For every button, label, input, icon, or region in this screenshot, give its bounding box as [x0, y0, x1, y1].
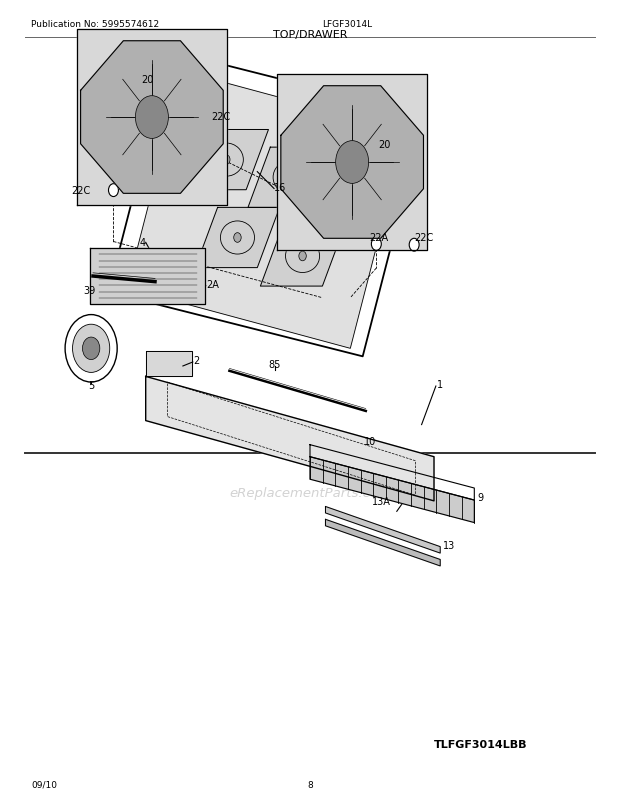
Text: 9: 9 [477, 492, 484, 502]
Text: 20: 20 [141, 75, 154, 85]
Text: 10: 10 [364, 437, 376, 447]
Text: 2: 2 [193, 356, 200, 366]
Polygon shape [277, 75, 427, 250]
Text: eReplacementParts.com: eReplacementParts.com [229, 487, 391, 500]
Circle shape [371, 238, 381, 251]
Circle shape [299, 252, 306, 261]
Polygon shape [146, 351, 192, 377]
Text: 13: 13 [443, 541, 456, 550]
Polygon shape [195, 209, 280, 268]
Text: Publication No: 5995574612: Publication No: 5995574612 [31, 20, 159, 29]
Polygon shape [90, 249, 205, 305]
Text: TOP/DRAWER: TOP/DRAWER [273, 30, 347, 39]
Circle shape [65, 315, 117, 383]
Circle shape [286, 173, 294, 183]
Text: 09/10: 09/10 [31, 780, 57, 789]
Text: 20: 20 [378, 140, 391, 149]
Polygon shape [260, 226, 345, 286]
Text: 1: 1 [437, 380, 443, 390]
Text: 16: 16 [274, 183, 286, 192]
Polygon shape [146, 377, 434, 501]
Text: 13A: 13A [372, 496, 391, 506]
Circle shape [135, 96, 169, 140]
Text: 5: 5 [88, 381, 94, 391]
Circle shape [73, 325, 110, 373]
Text: 22C: 22C [71, 186, 91, 196]
Circle shape [234, 233, 241, 243]
Text: 39: 39 [84, 286, 96, 295]
Text: 85: 85 [268, 360, 281, 370]
Polygon shape [248, 148, 332, 208]
Circle shape [335, 141, 369, 184]
Circle shape [223, 156, 230, 165]
Text: TLFGF3014LBB: TLFGF3014LBB [434, 739, 528, 749]
Polygon shape [281, 87, 423, 239]
Text: 22C: 22C [414, 233, 433, 243]
Text: LFGF3014L: LFGF3014L [322, 20, 373, 29]
Polygon shape [81, 42, 223, 194]
Text: 2A: 2A [206, 280, 219, 290]
Text: 22A: 22A [369, 233, 388, 243]
Circle shape [82, 338, 100, 360]
Polygon shape [326, 520, 440, 566]
Circle shape [108, 184, 118, 197]
Polygon shape [127, 72, 406, 349]
Circle shape [180, 124, 190, 136]
Polygon shape [77, 30, 227, 205]
Circle shape [409, 239, 419, 252]
Polygon shape [326, 507, 440, 553]
Polygon shape [310, 457, 474, 523]
Text: 22C: 22C [211, 112, 230, 122]
Text: 4: 4 [140, 237, 146, 247]
Text: 8: 8 [307, 780, 313, 789]
Polygon shape [184, 130, 268, 190]
